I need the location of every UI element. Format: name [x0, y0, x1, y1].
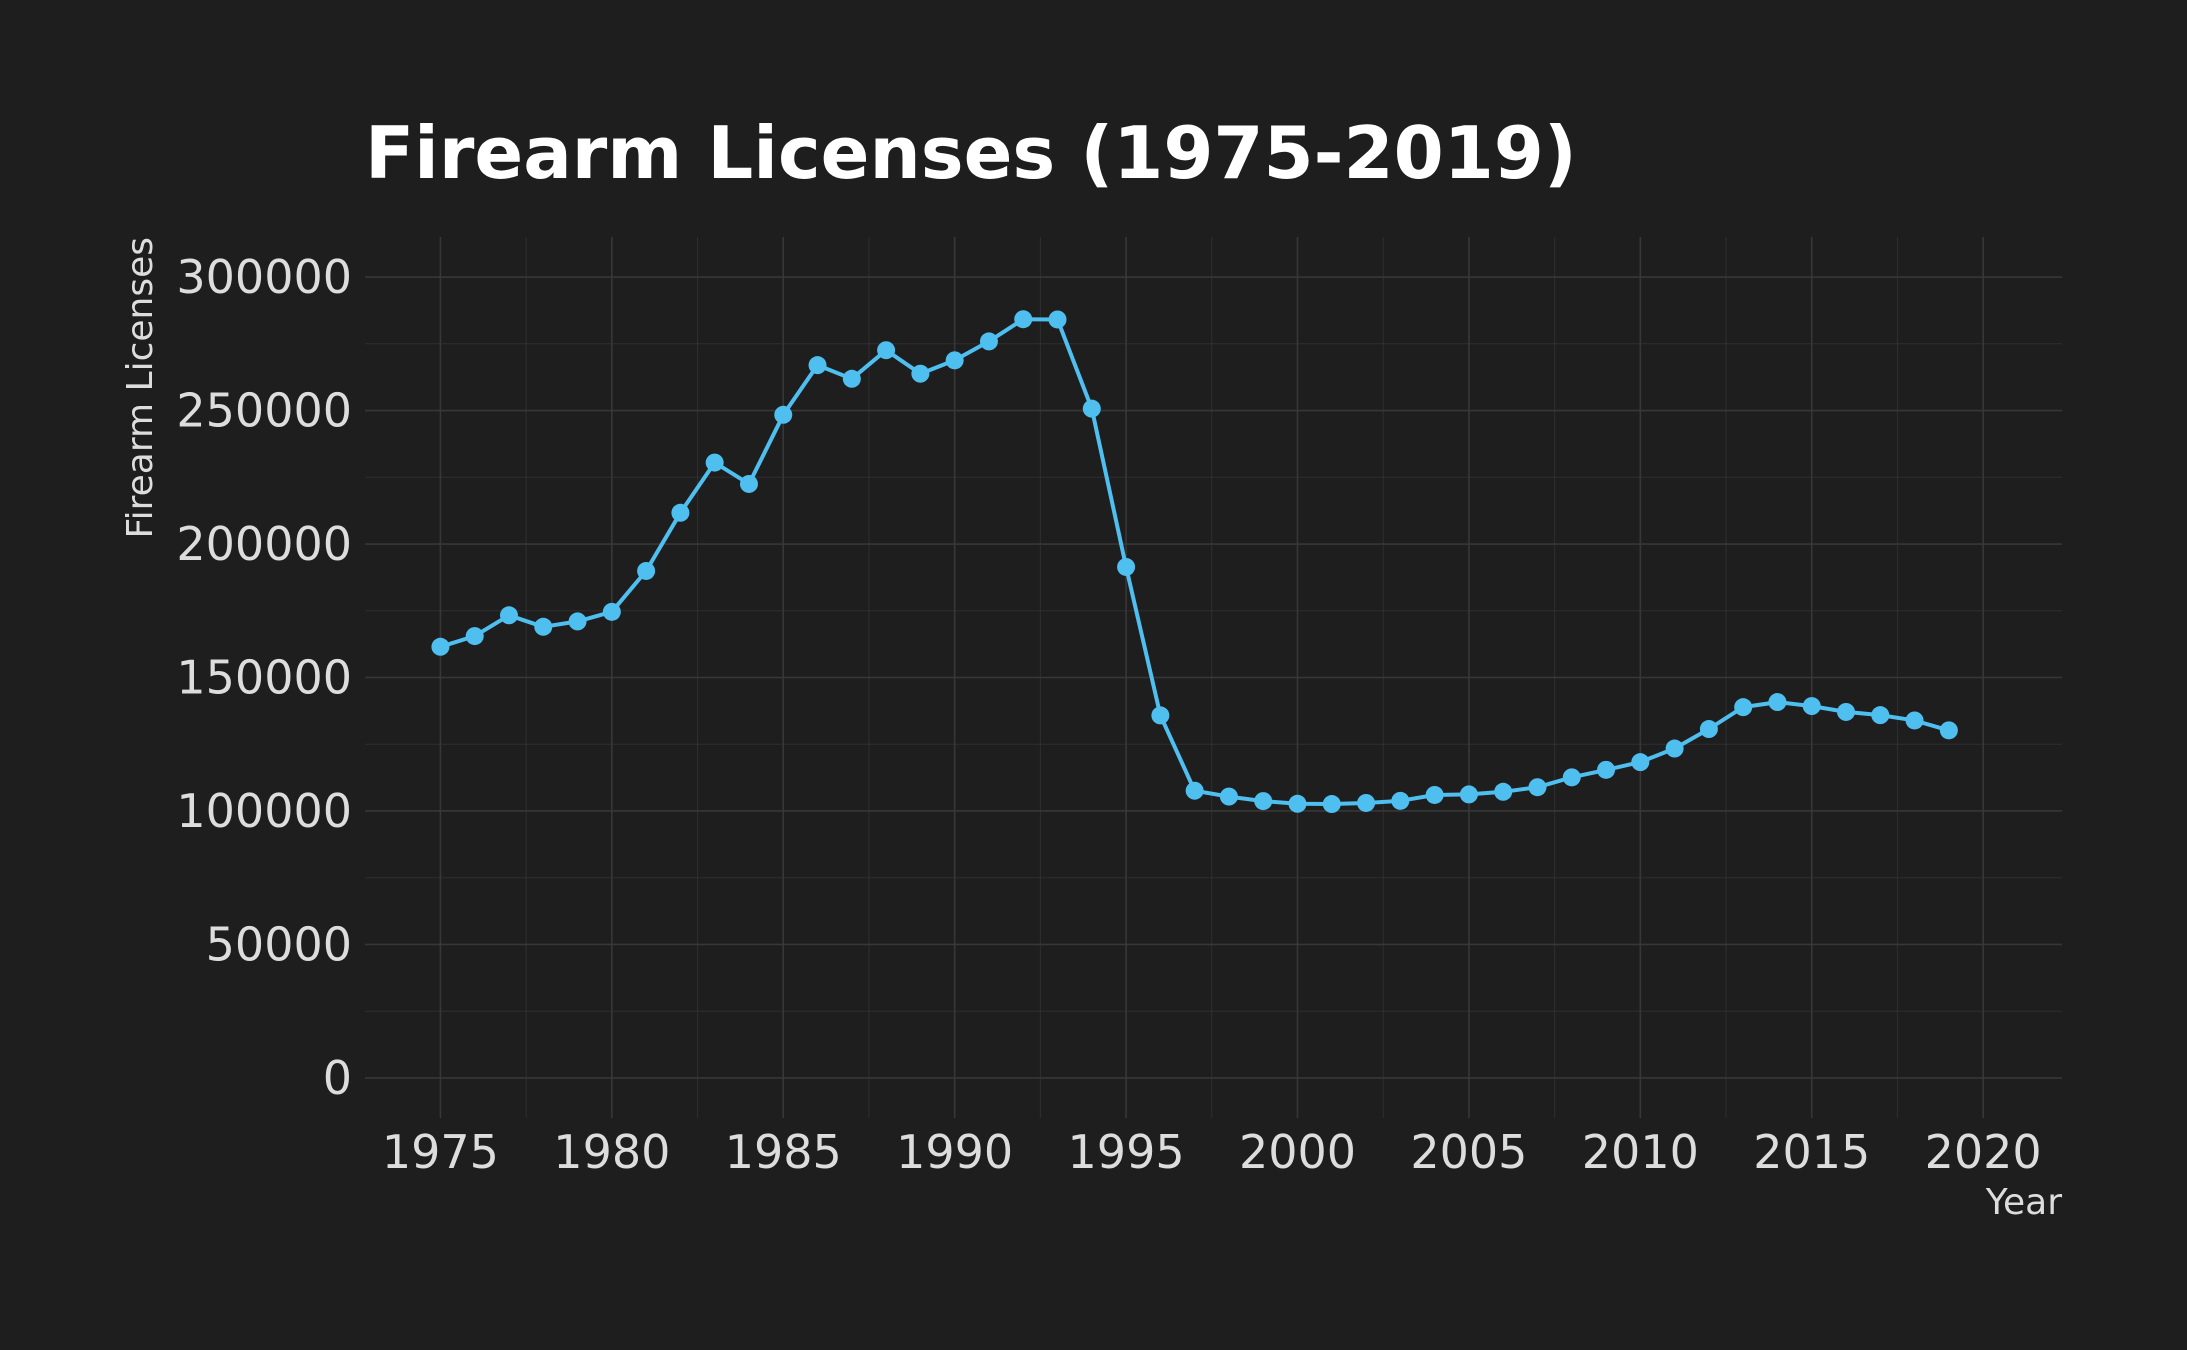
- y-tick-labels: 0 50000 100000 150000 200000 250000 300000: [176, 250, 352, 1105]
- data-point: [705, 453, 724, 472]
- data-point: [1837, 702, 1856, 721]
- x-tick-label: 2000: [1239, 1125, 1356, 1179]
- data-point: [1117, 557, 1136, 576]
- x-tick-label: 2020: [1925, 1125, 2042, 1179]
- data-point: [739, 474, 758, 493]
- data-point: [1185, 781, 1204, 800]
- data-point: [1425, 785, 1444, 804]
- data-point: [808, 356, 827, 375]
- y-tick-label: 100000: [176, 784, 352, 838]
- x-tick-label: 1995: [1068, 1125, 1185, 1179]
- data-point: [1459, 785, 1478, 804]
- y-tick-label: 200000: [176, 517, 352, 571]
- x-tick-label: 2015: [1753, 1125, 1870, 1179]
- data-point: [1768, 693, 1787, 712]
- data-point: [1939, 721, 1958, 740]
- y-axis-label: Firearm Licenses: [120, 237, 161, 538]
- data-point: [1357, 793, 1376, 812]
- data-point: [1048, 310, 1067, 329]
- data-point: [911, 364, 930, 383]
- data-point: [842, 369, 861, 388]
- data-point: [979, 332, 998, 351]
- data-point: [1905, 711, 1924, 730]
- data-point: [1322, 795, 1341, 814]
- data-point: [499, 606, 518, 625]
- x-tick-label: 1990: [896, 1125, 1013, 1179]
- data-point: [465, 627, 484, 646]
- y-tick-label: 300000: [176, 250, 352, 304]
- data-point: [1288, 794, 1307, 813]
- chart-title: Firearm Licenses (1975-2019): [365, 111, 1577, 195]
- data-point: [602, 602, 621, 621]
- x-tick-label: 1975: [382, 1125, 499, 1179]
- data-point: [1528, 778, 1547, 797]
- y-tick-label: 0: [323, 1051, 352, 1105]
- data-point: [1562, 768, 1581, 787]
- data-point: [1597, 760, 1616, 779]
- x-tick-label: 2010: [1582, 1125, 1699, 1179]
- series-group: [431, 310, 1958, 814]
- grid: [365, 237, 2062, 1118]
- x-axis-label: Year: [1985, 1182, 2062, 1223]
- x-tick-label: 2005: [1410, 1125, 1527, 1179]
- y-tick-label: 150000: [176, 651, 352, 705]
- data-point: [1665, 739, 1684, 758]
- data-point: [1014, 310, 1033, 329]
- data-point: [1494, 782, 1513, 801]
- y-tick-label: 50000: [206, 917, 352, 971]
- data-point: [1802, 697, 1821, 716]
- x-tick-label: 1985: [725, 1125, 842, 1179]
- data-point: [1391, 791, 1410, 810]
- data-point: [1082, 399, 1101, 418]
- y-tick-label: 250000: [176, 384, 352, 438]
- data-point: [568, 612, 587, 631]
- data-point: [774, 405, 793, 424]
- data-point: [877, 341, 896, 360]
- x-tick-labels: 1975 1980 1985 1990 1995 2000 2005 2010 2015 2020: [382, 1125, 2042, 1179]
- data-point: [1699, 720, 1718, 739]
- data-point: [1871, 706, 1890, 725]
- data-point: [1219, 787, 1238, 806]
- data-point: [1734, 698, 1753, 717]
- data-point: [1631, 753, 1650, 772]
- x-tick-label: 1980: [553, 1125, 670, 1179]
- data-point: [1151, 706, 1170, 725]
- data-point: [431, 637, 450, 656]
- data-point: [945, 351, 964, 370]
- data-point: [1254, 792, 1273, 811]
- data-point: [637, 561, 656, 580]
- data-point: [534, 617, 553, 636]
- data-point: [671, 503, 690, 522]
